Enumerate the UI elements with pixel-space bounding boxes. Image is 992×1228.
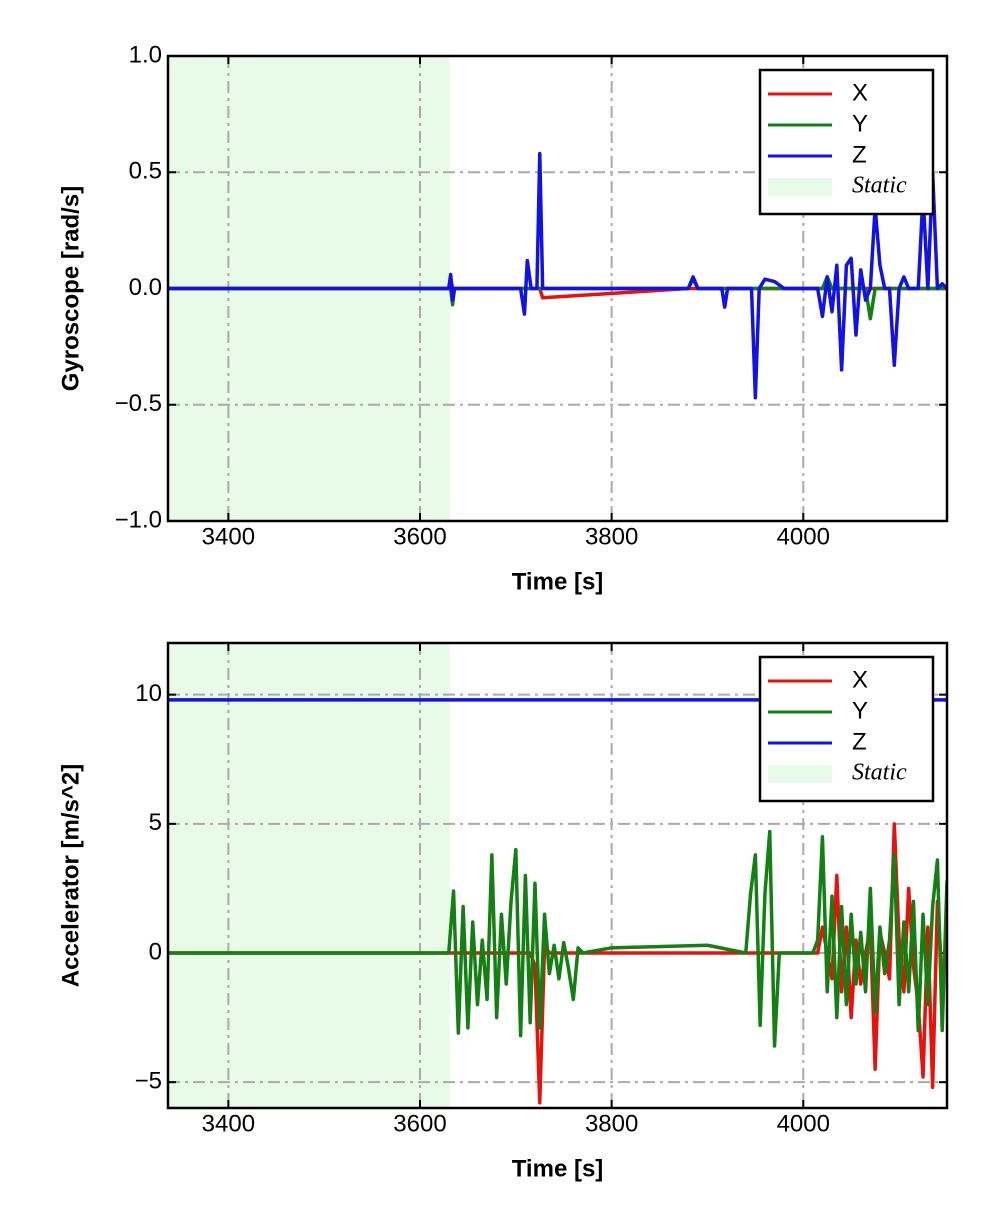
x-tick-label: 3400 xyxy=(202,523,255,550)
axes-frame xyxy=(166,641,949,1110)
x-tick-label: 3600 xyxy=(393,1110,446,1137)
x-axis-label: Time [s] xyxy=(512,568,604,595)
y-tick-label: 0 xyxy=(149,938,162,965)
y-tick-label: −1.0 xyxy=(115,506,162,533)
x-axis-label: Time [s] xyxy=(512,1155,604,1182)
y-tick-label: 1.0 xyxy=(129,41,162,68)
legend-label: Static xyxy=(852,760,907,786)
x-tick-label: 3600 xyxy=(393,523,446,550)
x-tick-label: 3800 xyxy=(585,523,638,550)
x-tick-label: 3800 xyxy=(585,1110,638,1137)
legend-label: Z xyxy=(852,728,867,755)
series-line xyxy=(168,151,947,400)
legend-label: X xyxy=(852,79,868,106)
x-tick-label: 3400 xyxy=(202,1110,255,1137)
x-tick-label: 4000 xyxy=(777,523,830,550)
y-tick-label: 10 xyxy=(135,680,162,707)
subplot: 3400 3600 3800 4000 −5 0 5 10 Time [s] Accelerato… xyxy=(57,641,949,1182)
y-tick-label: 0.0 xyxy=(129,274,162,301)
legend: XYZ Static xyxy=(758,655,935,803)
series-line xyxy=(168,829,947,1048)
x-tick-label: 4000 xyxy=(777,1110,830,1137)
y-tick-label: −5 xyxy=(135,1068,162,1095)
y-axis-label: Accelerator [m/s^2] xyxy=(57,764,84,987)
legend-label: X xyxy=(852,666,868,693)
legend-label: Y xyxy=(852,110,868,137)
y-tick-label: −0.5 xyxy=(115,390,162,417)
legend-swatch xyxy=(768,178,832,196)
y-tick-label: 5 xyxy=(149,809,162,836)
y-tick-label: 0.5 xyxy=(129,158,162,185)
subplot: 3400 3600 3800 4000 −1.0 −0.5 0.0 0.5 1.0 Time [s… xyxy=(57,41,949,595)
legend-label: Static xyxy=(852,173,907,199)
axes-frame xyxy=(166,54,949,523)
legend-label: Z xyxy=(852,141,867,168)
static-span xyxy=(168,643,450,1108)
legend-swatch xyxy=(768,765,832,783)
y-axis-label: Gyroscope [rad/s] xyxy=(57,186,84,391)
legend: XYZ Static xyxy=(758,68,935,216)
legend-label: Y xyxy=(852,697,868,724)
